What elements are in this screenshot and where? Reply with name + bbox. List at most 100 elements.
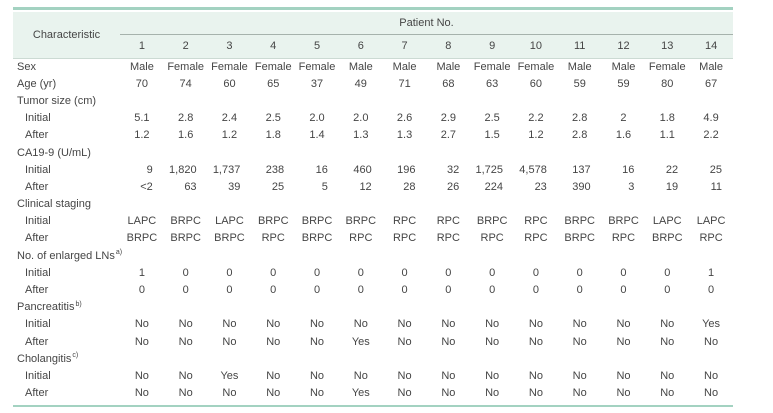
table-cell: BRPC <box>345 215 377 228</box>
table-cell: RPC <box>524 232 548 245</box>
table-cell: 80 <box>661 77 674 90</box>
table-cell: RPC <box>611 232 636 245</box>
table-cell: No <box>485 369 500 382</box>
patient-number-header: 6 <box>338 34 383 58</box>
table-cell: 1 <box>138 266 145 279</box>
table-cell: 1.3 <box>396 129 413 142</box>
patient-number-header: 14 <box>689 34 733 58</box>
table-cell: 0 <box>313 266 321 279</box>
table-cell: 1,737 <box>212 163 241 176</box>
table-cell: No <box>134 387 149 400</box>
table-top-rule <box>13 7 733 10</box>
table-cell: 1.6 <box>615 129 632 142</box>
table-cell: No <box>572 318 587 331</box>
table-cell: 16 <box>622 163 635 176</box>
table-cell: BRPC <box>564 215 595 228</box>
table-cell: RPC <box>699 232 723 245</box>
table-cell: 0 <box>226 266 233 279</box>
patient-number-header: 4 <box>251 34 296 58</box>
table-cell: 0 <box>532 266 539 279</box>
table-cell: No <box>397 369 412 382</box>
table-cell: Female <box>648 60 686 73</box>
table-cell: 0 <box>357 266 364 279</box>
table-cell: No <box>309 318 325 331</box>
table-cell: 49 <box>354 77 367 90</box>
table-cell: No <box>397 335 412 348</box>
data-row: After 0 0 0 0 0 0 0 0 0 0 0 0 0 0 <box>13 281 733 298</box>
table-cell: 2.0 <box>353 112 369 125</box>
table-cell: 39 <box>228 180 241 193</box>
row-label: Clinical staging <box>17 198 91 211</box>
table-cell: 11 <box>710 180 722 193</box>
data-row: Sex Male Female Female Female Female Male Male M… <box>13 58 733 75</box>
table-cell: 0 <box>270 266 277 279</box>
table-cell: 0 <box>226 284 233 297</box>
patient-number-header: 12 <box>601 34 646 58</box>
table-cell: 1.4 <box>309 129 325 142</box>
table-cell: 0 <box>270 284 277 297</box>
table-cell: 0 <box>489 284 496 297</box>
table-cell: Female <box>211 60 248 73</box>
table-cell: 25 <box>271 180 285 193</box>
row-label: Initial <box>25 318 51 331</box>
table-cell: No <box>441 369 456 382</box>
table-cell: No <box>572 387 587 400</box>
table-cell: 0 <box>445 284 452 297</box>
row-label: After <box>25 180 49 193</box>
table-cell: Male <box>129 60 154 73</box>
table-cell: RPC <box>392 215 417 228</box>
table-cell: 22 <box>665 163 679 176</box>
table-cell: 5 <box>321 180 328 193</box>
table-cell: 71 <box>398 77 411 90</box>
patient-number-header: 5 <box>295 34 339 58</box>
row-label: After <box>25 335 49 348</box>
table-cell: <2 <box>140 180 153 193</box>
table-cell: 2.2 <box>703 129 719 142</box>
patient-no-group-header: Patient No. <box>120 12 733 35</box>
table-cell: 2.5 <box>484 112 500 125</box>
empty-cell <box>120 247 733 264</box>
table-cell: 4,578 <box>519 163 547 176</box>
table-cell: 0 <box>138 284 145 297</box>
row-label: After <box>25 232 49 245</box>
table-cell: No <box>528 387 543 400</box>
table-cell: BRPC <box>301 215 333 228</box>
row-label: Initial <box>25 163 51 176</box>
empty-cell <box>120 299 733 316</box>
table-cell: Female <box>298 60 336 73</box>
table-cell: No <box>616 387 631 400</box>
table-cell: 59 <box>617 77 630 90</box>
table-cell: 2.9 <box>440 112 456 125</box>
table-cell: No <box>178 318 193 331</box>
section-row: Clinical staging <box>13 196 733 213</box>
table-cell: 0 <box>576 266 583 279</box>
row-label: No. of enlarged LNsa) <box>17 249 123 262</box>
patient-number-header: 3 <box>207 34 252 58</box>
table-cell: No <box>485 335 500 348</box>
table-cell: 23 <box>534 180 547 193</box>
table-cell: 1.1 <box>659 129 675 142</box>
table-cell: 2.8 <box>572 112 588 125</box>
row-label: Initial <box>25 266 51 279</box>
table-cell: RPC <box>392 232 417 245</box>
table-cell: Female <box>254 60 292 73</box>
table-cell: No <box>528 369 543 382</box>
table-cell: No <box>704 369 719 382</box>
table-cell: No <box>397 387 412 400</box>
table-cell: No <box>178 369 193 382</box>
row-label: Age (yr) <box>17 77 57 90</box>
section-row: CA19-9 (U/mL) <box>13 144 733 161</box>
table-cell: 0 <box>576 284 583 297</box>
table-cell: 63 <box>184 180 197 193</box>
patient-number-row: 1 2 3 4 5 6 7 8 9 10 11 12 13 14 <box>13 34 733 58</box>
table-cell: No <box>266 335 281 348</box>
table-cell: Yes <box>351 387 370 400</box>
table-cell: 0 <box>313 284 321 297</box>
table-cell: 19 <box>665 180 679 193</box>
row-label: Initial <box>25 112 51 125</box>
section-row: No. of enlarged LNsa) <box>13 247 733 264</box>
table-cell: No <box>222 318 237 331</box>
data-row: Initial No No Yes No No No No No No No No No No No <box>13 367 733 384</box>
table-cell: No <box>134 369 149 382</box>
table-cell: Male <box>348 60 373 73</box>
